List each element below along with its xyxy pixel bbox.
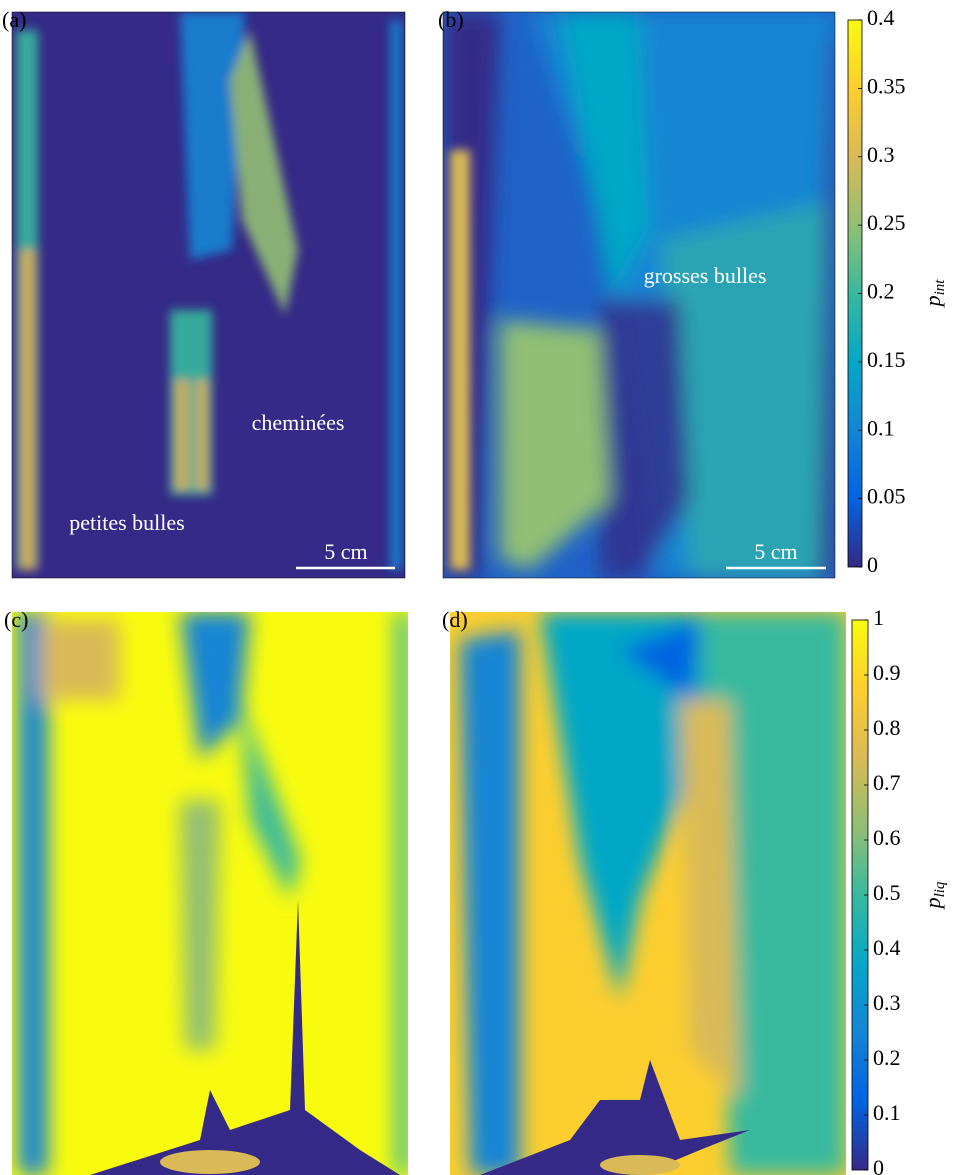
colorbar-tick-label: 0.05 — [867, 484, 906, 509]
colorbar-tick-label: 0 — [867, 552, 878, 577]
panel-frame — [442, 11, 836, 579]
colorbar-tick-label: 0.3 — [867, 142, 895, 167]
panel-d-image — [450, 612, 846, 1175]
colorbar-tick-label: 0.15 — [867, 347, 906, 372]
colorbar-label-subscript: int — [932, 279, 948, 296]
colorbar-tick-label: 0.1 — [873, 1100, 901, 1125]
colorbar-label-subscript: liq — [932, 881, 948, 897]
colorbar-label: pliq — [920, 881, 948, 910]
scale-bar-label: 5 cm — [754, 539, 797, 564]
panel-frame — [11, 11, 406, 579]
colorbar-tick-label: 0.3 — [873, 990, 901, 1015]
colorbar-tick-label: 0.2 — [873, 1045, 901, 1070]
panel-a-image — [12, 12, 405, 578]
colorbar-tick-label: 1 — [873, 605, 884, 630]
colorbar-tick-label: 0.2 — [867, 279, 895, 304]
colorbar-tick-label: 0.1 — [867, 415, 895, 440]
scale-bar-label: 5 cm — [324, 539, 367, 564]
panel-label: (a) — [2, 7, 26, 32]
annotation: cheminées — [252, 410, 345, 435]
colorbar-tick-label: 0 — [873, 1155, 884, 1175]
annotation: grosses bulles — [644, 263, 767, 288]
colorbar-tick-label: 0.25 — [867, 210, 906, 235]
colorbar-tick-label: 0.5 — [873, 880, 901, 905]
colorbar-tick-label: 0.4 — [873, 935, 901, 960]
colorbar-tick-label: 0.4 — [867, 5, 895, 30]
colorbar-tick-label: 0.6 — [873, 825, 901, 850]
panel-b-image — [443, 12, 835, 578]
colorbar-label-symbol: p — [920, 897, 945, 910]
panel-label: (d) — [442, 607, 468, 632]
colorbar-tick-label: 0.8 — [873, 715, 901, 740]
panel-c-image — [12, 612, 408, 1175]
colorbar-tick-label: 0.9 — [873, 660, 901, 685]
annotation: petites bulles — [69, 510, 184, 535]
panel-label: (b) — [438, 7, 464, 32]
colorbar-tick-label: 0.35 — [867, 73, 906, 98]
colorbar-label: pint — [920, 279, 948, 309]
colorbar-tick-label: 0.7 — [873, 770, 901, 795]
panel-label: (c) — [4, 607, 28, 632]
colorbar-label-symbol: p — [920, 295, 945, 308]
